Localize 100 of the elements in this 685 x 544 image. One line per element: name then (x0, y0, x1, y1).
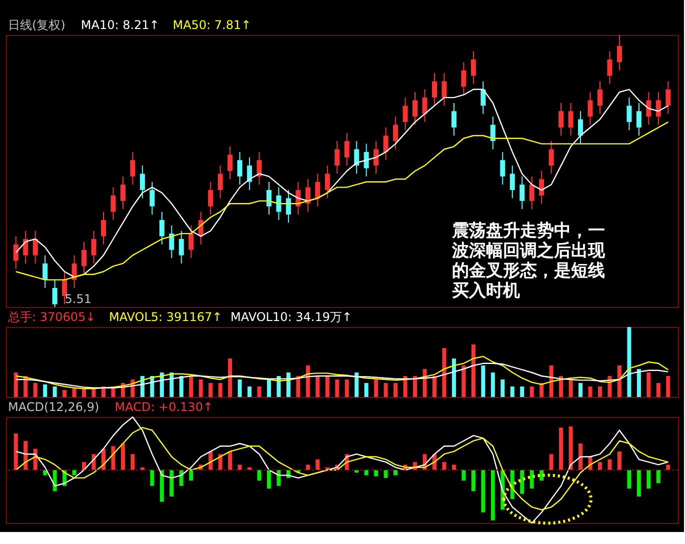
candlestick (23, 230, 28, 264)
bar (394, 470, 398, 476)
candlestick (636, 102, 642, 136)
candlestick (237, 151, 242, 186)
bar (578, 444, 583, 470)
bar (316, 376, 320, 397)
bar (218, 454, 222, 470)
bar (462, 366, 466, 397)
candlestick (412, 92, 418, 126)
annotation: 5.51 (64, 292, 92, 306)
candlestick (91, 230, 96, 264)
candlestick (402, 97, 408, 131)
bar (170, 470, 174, 496)
bar (452, 358, 456, 397)
candlestick (500, 151, 506, 186)
candlestick (13, 236, 18, 270)
candlestick (510, 165, 515, 199)
bar (316, 459, 320, 470)
bar (617, 366, 622, 397)
bar (92, 388, 96, 397)
bar (530, 386, 534, 397)
candlestick (480, 80, 486, 114)
bar (520, 386, 524, 397)
bar (170, 372, 174, 397)
bar (510, 386, 514, 397)
candlestick (568, 102, 574, 136)
candlestick (529, 176, 534, 210)
bar (490, 372, 495, 397)
bar (598, 462, 602, 470)
bar (296, 376, 300, 397)
candlestick (247, 156, 252, 191)
candlestick (208, 181, 214, 216)
candlestick (666, 80, 671, 114)
bar (354, 372, 359, 397)
bar (394, 383, 398, 397)
bar (471, 344, 476, 397)
bar (150, 470, 154, 486)
bar (656, 383, 660, 397)
candlestick (558, 102, 564, 136)
bar (82, 388, 86, 397)
candlestick (159, 211, 164, 245)
bar (33, 383, 38, 397)
candlestick (130, 151, 136, 186)
bar (248, 386, 252, 397)
bar (627, 327, 632, 397)
bar (335, 380, 340, 397)
candlestick (490, 116, 496, 150)
bar (549, 454, 554, 470)
bar (257, 386, 262, 397)
bar (384, 470, 388, 478)
bar (636, 470, 641, 496)
candlestick (276, 186, 282, 220)
bar (598, 386, 602, 397)
candlestick (315, 173, 320, 207)
candlestick (42, 254, 48, 288)
candlestick (422, 88, 428, 123)
candlestick (344, 132, 350, 166)
candlestick (150, 181, 155, 216)
text: MACD: +0.130↑ (114, 400, 214, 414)
bar (413, 376, 418, 397)
candlestick (62, 271, 68, 305)
bar (452, 464, 456, 470)
bar (238, 380, 242, 397)
bar (266, 470, 271, 489)
bar (179, 376, 184, 397)
candlestick (578, 110, 584, 144)
bar (656, 470, 660, 484)
text: MA10: 8.21↑ (80, 18, 160, 32)
bar (325, 376, 330, 397)
bar (306, 366, 310, 397)
bar (490, 470, 495, 520)
bar (666, 464, 670, 470)
bar (588, 386, 592, 397)
candlestick (218, 165, 223, 199)
text: MAVOL5: 391167↑ (108, 310, 222, 324)
text: MAVOL10: 34.19万↑ (230, 310, 352, 324)
bar (14, 372, 18, 397)
candlestick (188, 224, 194, 259)
bar (646, 470, 651, 489)
bar (198, 380, 203, 397)
candlestick (374, 140, 379, 174)
text: MA50: 7.81↑ (172, 18, 252, 32)
bar (627, 470, 632, 489)
candlestick (169, 224, 174, 259)
bar (228, 358, 232, 397)
bar (384, 383, 388, 397)
candlestick (393, 116, 398, 150)
bar (43, 384, 48, 397)
text: MACD(12,26,9) (8, 400, 100, 414)
bar (559, 428, 564, 470)
candlestick (539, 170, 544, 204)
bar (52, 386, 57, 397)
bar (422, 369, 427, 397)
bar (266, 380, 271, 397)
bar (608, 459, 612, 470)
bar (666, 376, 670, 397)
bar (636, 369, 641, 397)
candlestick (286, 190, 291, 224)
bar (208, 383, 213, 397)
bar (364, 470, 368, 476)
